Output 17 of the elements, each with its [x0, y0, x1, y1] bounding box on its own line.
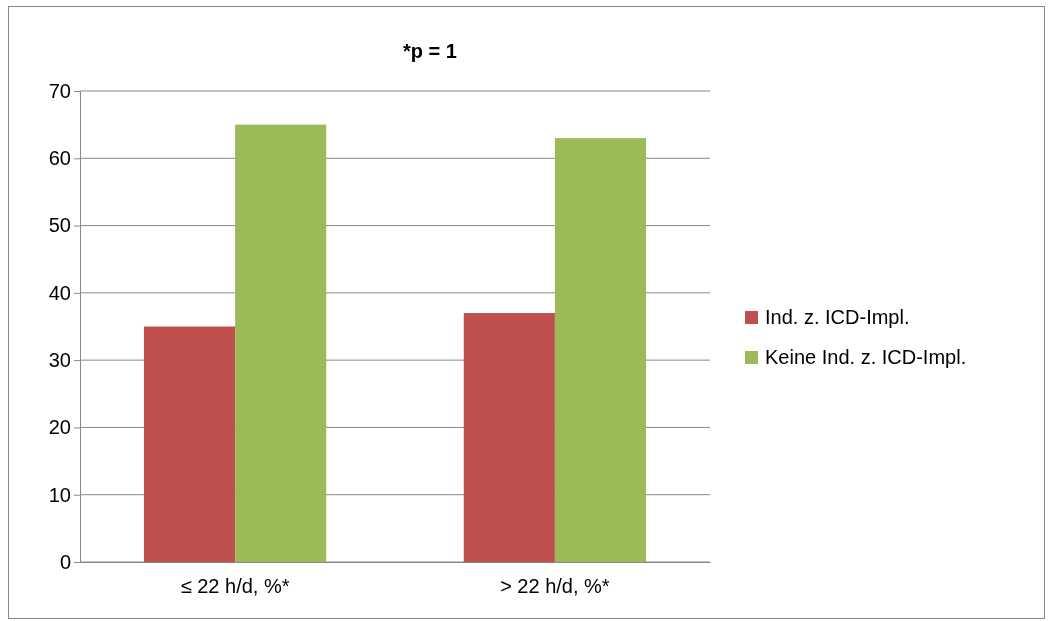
y-tick-label: 0 [59, 550, 71, 573]
bar [235, 124, 327, 562]
y-tick-label: 10 [48, 483, 71, 506]
bar [554, 138, 647, 562]
y-tick-label: 20 [48, 416, 71, 439]
y-tick-label: 70 [48, 79, 71, 102]
legend-label: Keine Ind. z. ICD-Impl. [765, 346, 967, 368]
bar [463, 313, 555, 562]
y-tick-label: 60 [48, 147, 71, 170]
y-tick-label: 40 [48, 281, 71, 304]
bar [143, 326, 236, 562]
chart-title: *p = 1 [403, 40, 457, 62]
y-tick-label: 30 [48, 349, 71, 372]
x-tick-label: > 22 h/d, %* [500, 575, 610, 597]
y-tick-label: 50 [48, 214, 71, 237]
x-tick-label: ≤ 22 h/d, %* [180, 575, 290, 597]
legend-label: Ind. z. ICD-Impl. [765, 306, 910, 328]
